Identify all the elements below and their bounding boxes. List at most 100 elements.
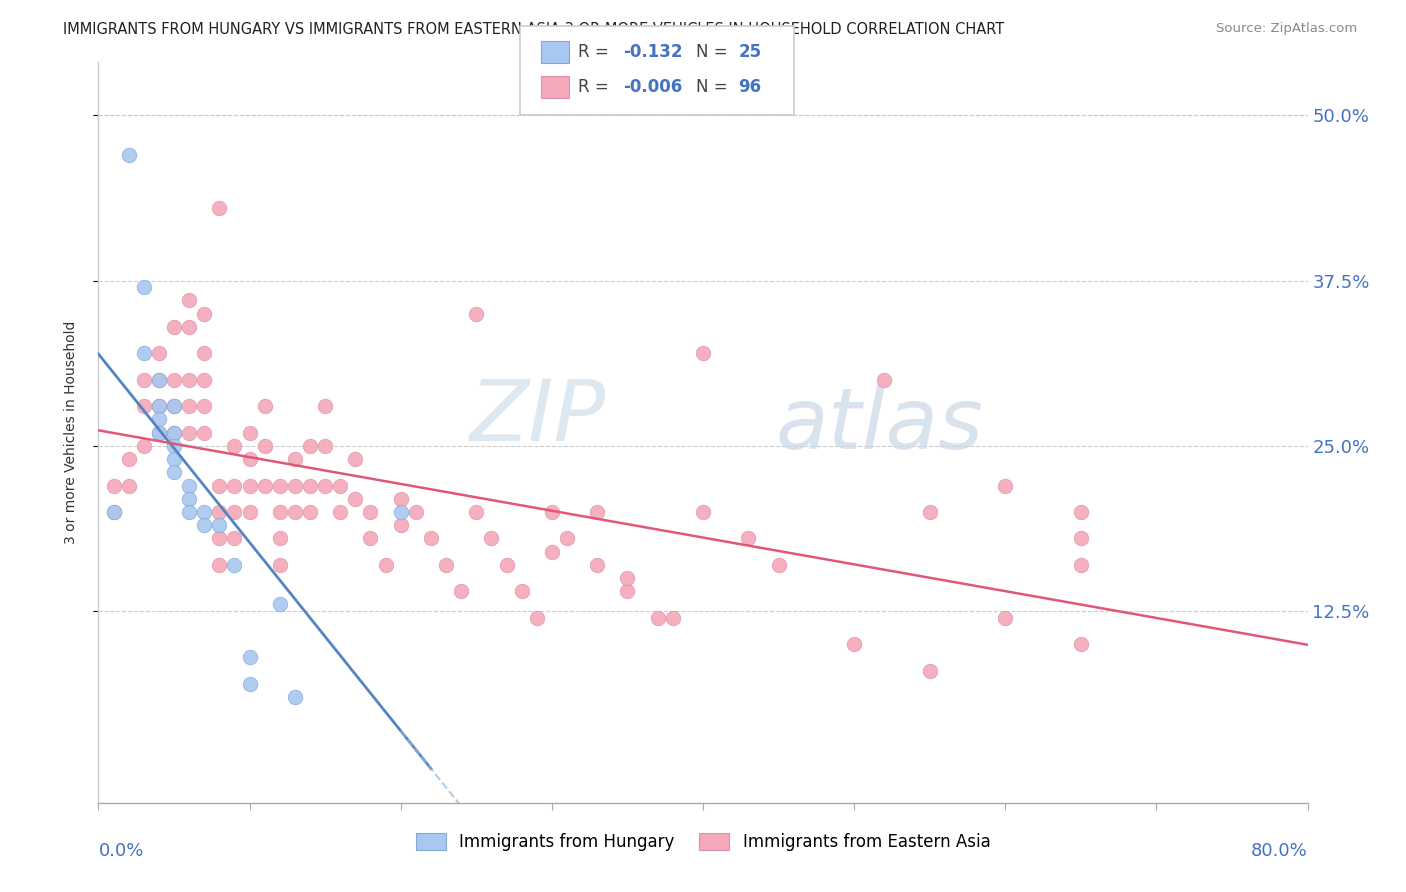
- Point: [1070, 558, 1092, 572]
- Text: 80.0%: 80.0%: [1251, 842, 1308, 860]
- Point: [148, 373, 170, 387]
- Text: N =: N =: [696, 78, 727, 95]
- Point: [239, 478, 262, 492]
- Point: [299, 505, 322, 519]
- Point: [540, 505, 562, 519]
- Point: [314, 399, 336, 413]
- Point: [768, 558, 790, 572]
- Point: [389, 505, 412, 519]
- Point: [224, 505, 246, 519]
- Point: [586, 505, 609, 519]
- Point: [208, 201, 231, 215]
- Point: [299, 478, 322, 492]
- Point: [918, 664, 941, 678]
- Point: [994, 478, 1017, 492]
- Point: [179, 399, 201, 413]
- Point: [1070, 637, 1092, 651]
- Point: [148, 425, 170, 440]
- Point: [193, 518, 215, 533]
- Text: N =: N =: [696, 43, 727, 61]
- Text: R =: R =: [578, 43, 609, 61]
- Point: [737, 532, 759, 546]
- Point: [132, 346, 155, 360]
- Point: [329, 505, 352, 519]
- Point: [284, 452, 307, 467]
- Point: [148, 425, 170, 440]
- Point: [360, 532, 382, 546]
- Point: [208, 518, 231, 533]
- Point: [132, 373, 155, 387]
- Point: [314, 478, 336, 492]
- Point: [208, 532, 231, 546]
- Point: [344, 491, 367, 506]
- Point: [163, 319, 186, 334]
- Point: [224, 478, 246, 492]
- Point: [1070, 532, 1092, 546]
- Point: [647, 611, 669, 625]
- Text: 96: 96: [738, 78, 761, 95]
- Point: [269, 558, 291, 572]
- Point: [918, 505, 941, 519]
- Point: [163, 373, 186, 387]
- Point: [239, 677, 262, 691]
- Point: [179, 293, 201, 308]
- Point: [239, 650, 262, 665]
- Text: -0.006: -0.006: [623, 78, 682, 95]
- Point: [163, 425, 186, 440]
- Point: [405, 505, 427, 519]
- Point: [661, 611, 683, 625]
- Text: atlas: atlas: [776, 384, 984, 467]
- Text: R =: R =: [578, 78, 609, 95]
- Text: IMMIGRANTS FROM HUNGARY VS IMMIGRANTS FROM EASTERN ASIA 3 OR MORE VEHICLES IN HO: IMMIGRANTS FROM HUNGARY VS IMMIGRANTS FR…: [63, 22, 1004, 37]
- Point: [389, 518, 412, 533]
- Point: [179, 319, 201, 334]
- Point: [118, 148, 141, 162]
- Point: [374, 558, 396, 572]
- Point: [179, 425, 201, 440]
- Point: [555, 532, 578, 546]
- Point: [586, 558, 609, 572]
- Point: [239, 505, 262, 519]
- Point: [253, 478, 276, 492]
- Point: [193, 399, 215, 413]
- Point: [208, 505, 231, 519]
- Point: [299, 439, 322, 453]
- Point: [526, 611, 548, 625]
- Point: [148, 373, 170, 387]
- Point: [465, 307, 488, 321]
- Point: [434, 558, 457, 572]
- Point: [360, 505, 382, 519]
- Point: [224, 558, 246, 572]
- Point: [269, 505, 291, 519]
- Point: [163, 425, 186, 440]
- Point: [148, 399, 170, 413]
- Point: [284, 478, 307, 492]
- Point: [269, 598, 291, 612]
- Point: [873, 373, 896, 387]
- Point: [179, 491, 201, 506]
- Point: [118, 478, 141, 492]
- Point: [450, 584, 472, 599]
- Point: [163, 399, 186, 413]
- Y-axis label: 3 or more Vehicles in Household: 3 or more Vehicles in Household: [63, 321, 77, 544]
- Point: [465, 505, 488, 519]
- Point: [179, 478, 201, 492]
- Point: [692, 505, 714, 519]
- Point: [510, 584, 533, 599]
- Point: [148, 412, 170, 426]
- Point: [163, 399, 186, 413]
- Point: [179, 373, 201, 387]
- Point: [481, 532, 503, 546]
- Point: [284, 690, 307, 704]
- Point: [253, 399, 276, 413]
- Point: [193, 425, 215, 440]
- Point: [692, 346, 714, 360]
- Point: [616, 584, 638, 599]
- Point: [132, 280, 155, 294]
- Point: [495, 558, 517, 572]
- Point: [193, 373, 215, 387]
- Point: [224, 532, 246, 546]
- Point: [284, 505, 307, 519]
- Point: [344, 452, 367, 467]
- Text: 0.0%: 0.0%: [98, 842, 143, 860]
